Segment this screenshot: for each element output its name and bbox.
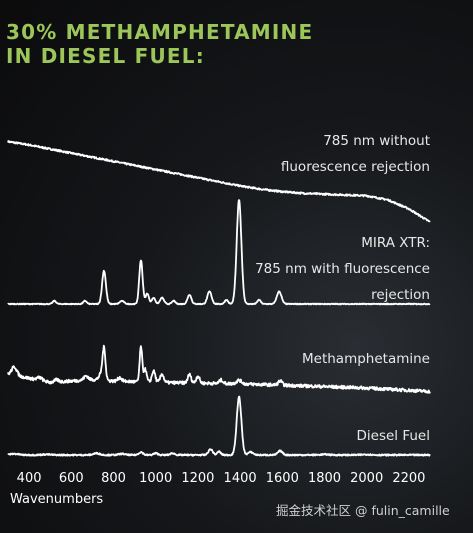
- watermark: 掘金技术社区 @ fulin_camille: [276, 503, 450, 518]
- x-tick-label-1400: 1400: [224, 471, 257, 486]
- chart-title-line-2: IN DIESEL FUEL:: [6, 44, 205, 68]
- spectrum-line-2: [7, 199, 431, 306]
- series-label-4-line-1: Diesel Fuel: [357, 428, 430, 444]
- series-label-3-line-1: Methamphetamine: [302, 351, 430, 367]
- series-label-2-line-3: rejection: [371, 287, 430, 303]
- x-tick-label-1600: 1600: [266, 471, 299, 486]
- x-tick-label-1800: 1800: [308, 471, 341, 486]
- spectrum-line-1: [7, 140, 431, 223]
- series-label-1-line-1: 785 nm without: [323, 133, 430, 149]
- series-label-1-line-2: fluorescence rejection: [281, 159, 430, 175]
- chart-title-line-1: 30% METHAMPHETAMINE: [6, 20, 314, 44]
- x-tick-label-1000: 1000: [139, 471, 172, 486]
- x-axis-ticks: 400 600 800 1000 1200 1400 1600 1800 2000 2200: [17, 471, 426, 486]
- x-tick-label-2200: 2200: [392, 471, 425, 486]
- spectrum-line-4: [7, 395, 431, 457]
- series-labels: 785 nm without fluorescence rejection MIRA…: [255, 133, 430, 444]
- x-tick-label-600: 600: [59, 471, 84, 486]
- series-label-2-line-1: MIRA XTR:: [361, 235, 430, 251]
- x-tick-label-1200: 1200: [181, 471, 214, 486]
- x-axis-label: Wavenumbers: [10, 492, 103, 507]
- chart-title: 30% METHAMPHETAMINE IN DIESEL FUEL:: [6, 20, 313, 68]
- x-tick-label-400: 400: [17, 471, 42, 486]
- spectrum-line-3: [7, 344, 431, 394]
- series-label-2-line-2: 785 nm with fluorescence: [255, 261, 430, 277]
- spectra-group: [7, 140, 431, 457]
- x-tick-label-2000: 2000: [350, 471, 383, 486]
- x-tick-label-800: 800: [101, 471, 126, 486]
